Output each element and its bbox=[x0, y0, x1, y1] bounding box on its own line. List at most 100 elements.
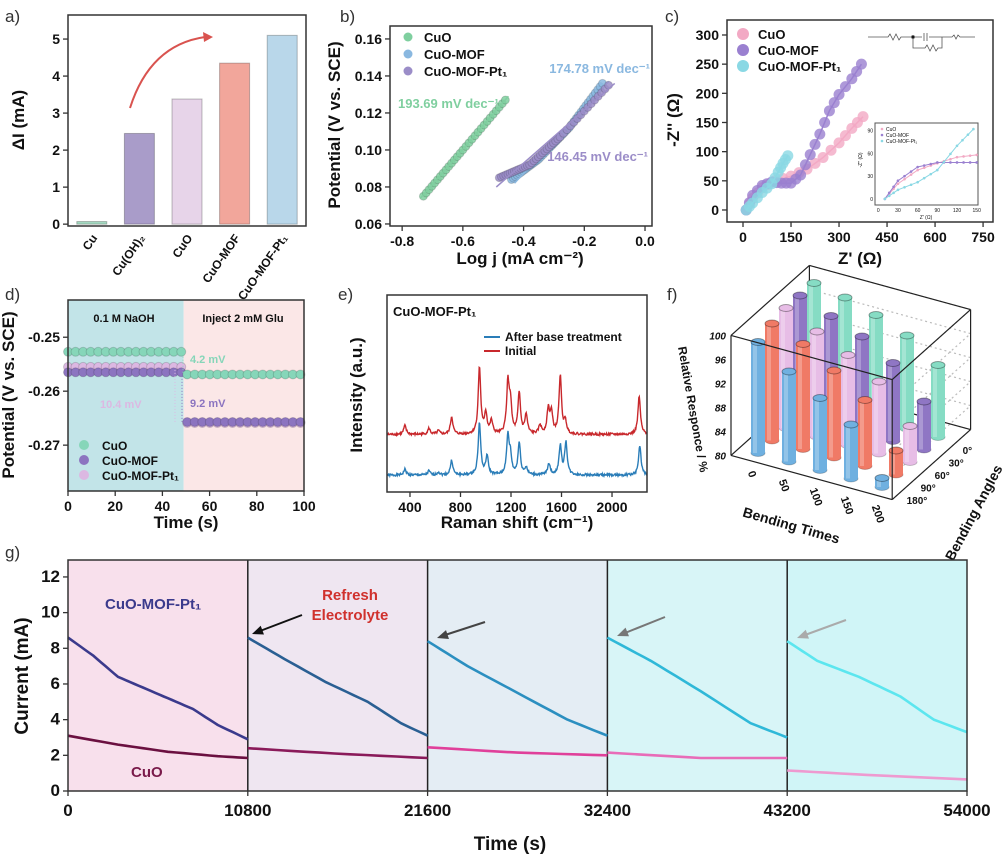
data-point bbox=[823, 105, 835, 117]
arrow-head-icon bbox=[437, 630, 449, 639]
y-tick-label: 0.12 bbox=[355, 105, 382, 121]
legend-marker bbox=[79, 455, 89, 465]
inset-point bbox=[929, 172, 933, 176]
y-tick-label: 150 bbox=[696, 114, 720, 130]
box-edge bbox=[730, 264, 810, 336]
y-tick-label: 5 bbox=[52, 31, 60, 47]
inset-legend-marker bbox=[880, 139, 884, 143]
data-point bbox=[833, 88, 845, 100]
circuit-node bbox=[911, 35, 915, 39]
legend-label: CuO bbox=[424, 30, 451, 45]
slope-annotation: 146.45 mV dec⁻¹ bbox=[547, 149, 648, 164]
cylinder-highlight bbox=[798, 344, 802, 449]
current-curve bbox=[67, 734, 248, 760]
cylinder-top bbox=[823, 312, 839, 320]
series-label: CuO-MOF-Pt₁ bbox=[105, 596, 201, 613]
slope-annotation: 174.78 mV dec⁻¹ bbox=[549, 61, 650, 76]
inset-x-tick-label: 90 bbox=[935, 208, 941, 214]
x-category-label: Cu(OH)₂ bbox=[109, 232, 148, 279]
data-point bbox=[809, 138, 821, 150]
y-tick-label: 0.08 bbox=[355, 179, 382, 195]
x-tick-label: -0.8 bbox=[390, 233, 414, 249]
inset-point bbox=[949, 161, 952, 164]
inset-point bbox=[892, 191, 895, 195]
y-tick-label: -0.25 bbox=[28, 329, 60, 345]
cylinder-bar bbox=[858, 400, 872, 466]
series-label: CuO bbox=[131, 764, 163, 781]
cylinder-highlight bbox=[829, 370, 833, 458]
z-tick-label: 96 bbox=[715, 355, 727, 366]
inset-point bbox=[922, 164, 926, 167]
x-category-label: CuO bbox=[169, 232, 195, 261]
inset-point bbox=[896, 179, 900, 183]
x-tick-label: 600 bbox=[923, 229, 947, 245]
y-tick-label: 8 bbox=[51, 638, 60, 657]
plot-frame bbox=[67, 559, 968, 792]
plot-frame bbox=[389, 25, 653, 227]
bar bbox=[219, 62, 251, 225]
current-curve bbox=[787, 769, 968, 781]
data-point bbox=[176, 346, 187, 357]
cylinder-top bbox=[930, 361, 946, 369]
x-tick-label: 40 bbox=[155, 498, 171, 514]
inset-x-tick-label: 60 bbox=[915, 208, 921, 214]
arrow-head-icon bbox=[252, 625, 264, 635]
inset-point bbox=[929, 162, 933, 166]
box-edge bbox=[891, 429, 971, 501]
data-point bbox=[819, 116, 831, 128]
current-curve bbox=[247, 746, 428, 760]
y-tick-label: 250 bbox=[696, 56, 720, 72]
inset-point bbox=[916, 165, 919, 169]
legend-marker bbox=[737, 44, 749, 56]
data-point bbox=[295, 369, 306, 380]
x-tick-label: 150 bbox=[779, 229, 803, 245]
data-point bbox=[855, 58, 867, 70]
y-tick-label: 50 bbox=[703, 173, 719, 189]
inset-point bbox=[968, 161, 972, 164]
inset-line bbox=[884, 154, 977, 200]
cylinder-highlight bbox=[784, 371, 788, 462]
cylinder-bar bbox=[872, 381, 886, 454]
y-axis-title: -Z'' (Ω) bbox=[664, 93, 683, 147]
panel-label: d) bbox=[5, 285, 20, 304]
series-CuO-MOF bbox=[63, 367, 306, 427]
inset-point bbox=[896, 182, 900, 186]
legend-label: CuO-MOF-Pt₁ bbox=[424, 64, 507, 79]
cylinder-bar bbox=[903, 426, 917, 462]
cylinder-bar bbox=[827, 370, 841, 458]
y-tick-label: 12 bbox=[41, 567, 60, 586]
y-tick-label: 0 bbox=[711, 202, 719, 218]
panel-label: e) bbox=[338, 285, 353, 304]
cylinder-bar bbox=[875, 478, 889, 487]
x-tick-label: 0 bbox=[745, 469, 758, 479]
x-tick-label: 21600 bbox=[404, 801, 451, 820]
y-tick-label: 60° bbox=[935, 471, 950, 482]
z-tick-label: 88 bbox=[715, 403, 727, 414]
data-point bbox=[857, 111, 869, 123]
series-CuO-MOF-Pt₁ bbox=[494, 80, 616, 188]
bar-row-180° bbox=[750, 338, 890, 491]
inset-y-axis-title: -Z'' (Ω) bbox=[858, 152, 864, 167]
bar-row-90° bbox=[764, 319, 904, 479]
legend-label: After base treatment bbox=[505, 330, 622, 344]
cylinder-bar bbox=[813, 398, 827, 470]
legend-label: CuO-MOF bbox=[424, 47, 485, 62]
y-tick-label: 4 bbox=[52, 68, 60, 84]
segment-background bbox=[607, 560, 788, 791]
cylinder-top bbox=[812, 394, 828, 402]
cylinder-top bbox=[809, 327, 825, 336]
inset-x-tick-label: 0 bbox=[877, 208, 880, 214]
segment-background bbox=[427, 560, 608, 791]
inset-legend-label: CuO-MOF bbox=[886, 133, 909, 139]
spectrum-line bbox=[386, 365, 648, 438]
data-point bbox=[804, 149, 816, 161]
cylinder-top bbox=[857, 396, 873, 404]
potential-drop-annotation: 9.2 mV bbox=[190, 398, 226, 410]
cylinder-bar bbox=[844, 424, 858, 479]
x-tick-label: 400 bbox=[398, 499, 422, 515]
inset-legend-marker bbox=[880, 127, 884, 131]
legend-marker bbox=[737, 60, 749, 72]
arrow-head-icon bbox=[617, 627, 629, 637]
data-point bbox=[814, 128, 826, 140]
